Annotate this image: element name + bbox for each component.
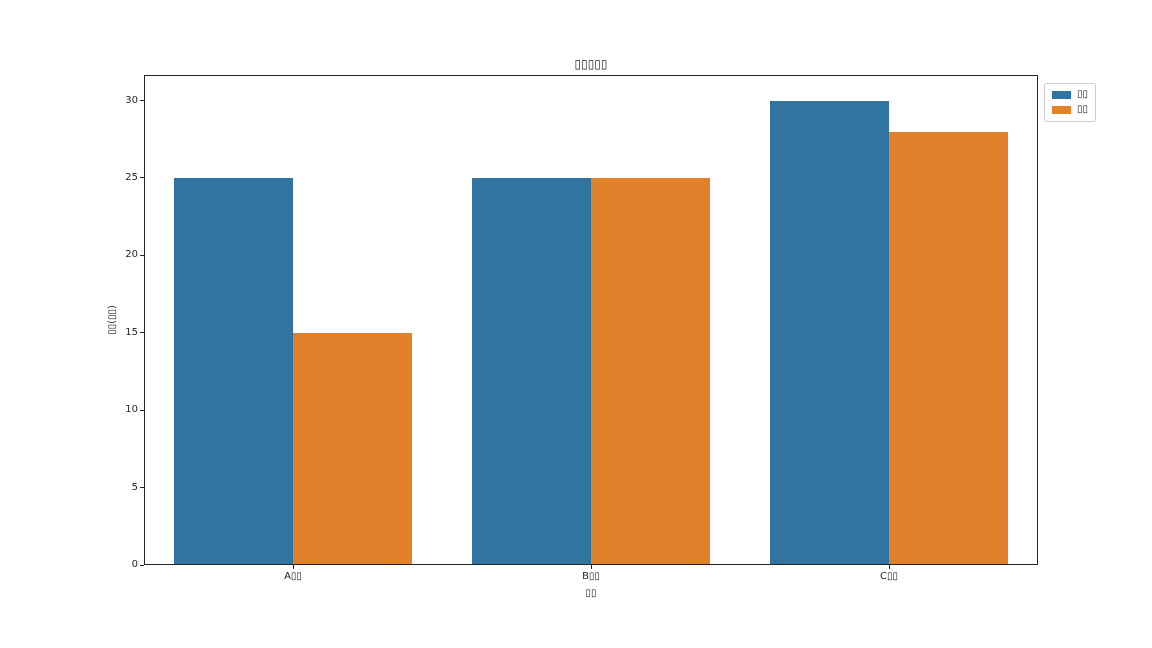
y-tick-label: 20 <box>125 249 138 261</box>
plot-area <box>144 75 1038 565</box>
y-tickmark <box>140 332 144 334</box>
y-tickmark <box>140 100 144 102</box>
y-tick-label: 10 <box>125 404 138 416</box>
x-tickmark <box>889 565 890 569</box>
bar-A▯▯-▯▯-1 <box>293 332 413 565</box>
y-tickmark <box>140 564 144 566</box>
bar-B▯▯-▯▯-0 <box>471 177 591 565</box>
bar-C▯▯-▯▯-0 <box>769 100 889 565</box>
chart-title: ▯▯▯▯▯ <box>574 57 608 71</box>
x-tick-label: A▯▯ <box>284 571 302 582</box>
legend-swatch-series1 <box>1052 91 1071 99</box>
bar-A▯▯-▯▯-0 <box>173 177 293 565</box>
legend-label-series1: ▯▯ <box>1077 89 1089 100</box>
legend-label-series2: ▯▯ <box>1077 104 1089 115</box>
y-tickmark <box>140 487 144 489</box>
legend-swatch-series2 <box>1052 106 1071 114</box>
y-tickmark <box>140 409 144 411</box>
y-tick-label: 5 <box>131 481 138 493</box>
y-tick-label: 15 <box>125 326 138 338</box>
y-tickmark <box>140 254 144 256</box>
legend-item-series2: ▯▯ <box>1052 104 1088 116</box>
legend: ▯▯ ▯▯ <box>1044 83 1097 122</box>
bar-C▯▯-▯▯-1 <box>889 131 1009 565</box>
bar-B▯▯-▯▯-1 <box>591 177 711 565</box>
legend-item-series1: ▯▯ <box>1052 89 1088 101</box>
x-tick-label: C▯▯ <box>880 571 898 582</box>
x-axis-label: ▯▯ <box>585 588 597 599</box>
x-tick-label: B▯▯ <box>582 571 600 582</box>
x-tickmark <box>293 565 294 569</box>
y-tick-label: 30 <box>125 94 138 106</box>
x-tickmark <box>591 565 592 569</box>
y-tick-label: 0 <box>131 559 138 570</box>
y-tickmark <box>140 177 144 179</box>
y-tick-label: 25 <box>125 171 138 183</box>
